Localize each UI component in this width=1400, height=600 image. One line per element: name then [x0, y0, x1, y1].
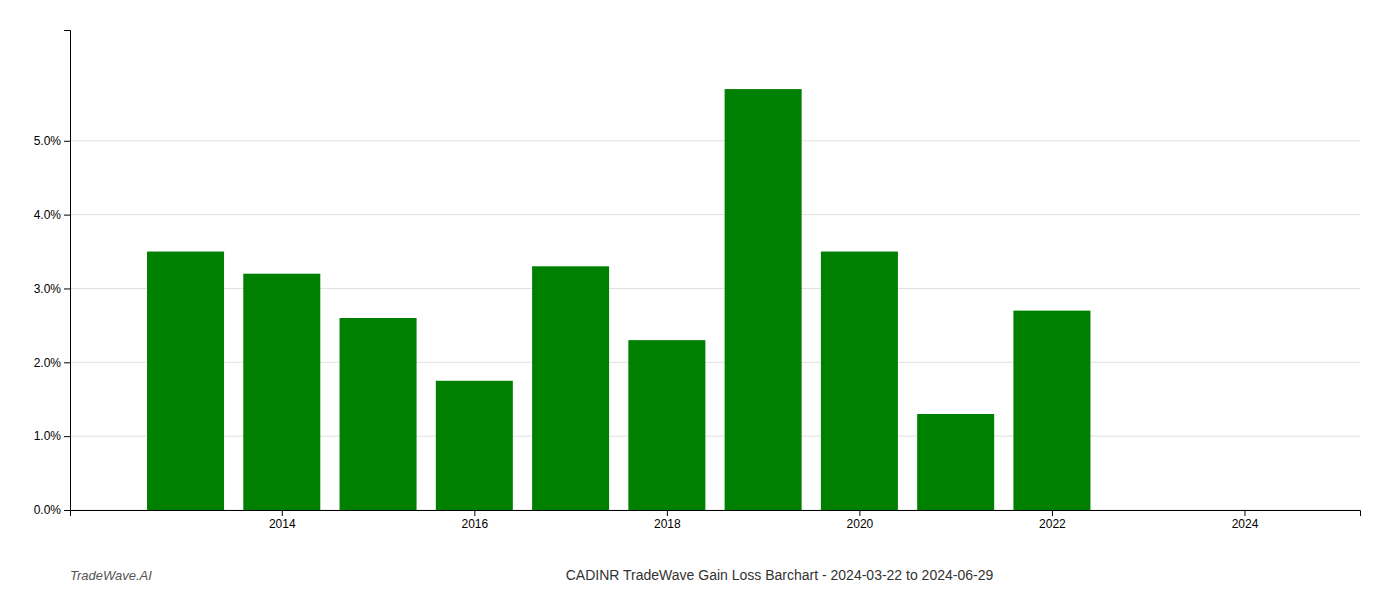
y-tick: 4.0%	[34, 208, 70, 222]
bar	[340, 318, 417, 510]
y-tick-mark	[64, 215, 70, 216]
grid	[70, 141, 1360, 510]
title: CADINR TradeWave Gain Loss Barchart - 20…	[566, 567, 994, 583]
x-tick: 2014	[269, 510, 296, 531]
x-axis-line	[71, 511, 1361, 517]
bar	[917, 414, 994, 510]
bar	[147, 252, 224, 510]
y-tick: 2.0%	[34, 356, 70, 370]
x-tick: 2024	[1232, 510, 1259, 531]
y-tick: 5.0%	[34, 134, 70, 148]
bar	[1013, 311, 1090, 510]
y-tick-label: 4.0%	[34, 208, 62, 222]
bar	[628, 340, 705, 510]
bar	[436, 381, 513, 510]
x-tick-label: 2020	[847, 517, 874, 531]
x-tick: 2022	[1039, 510, 1066, 531]
x-tick-mark	[474, 510, 475, 516]
bar	[1110, 510, 1187, 511]
grid-line	[70, 140, 1360, 141]
x-tick-mark	[667, 510, 668, 516]
x-tick-label: 2016	[461, 517, 488, 531]
x-tick-label: 2022	[1039, 517, 1066, 531]
y-tick: 3.0%	[34, 282, 70, 296]
y-tick-mark	[64, 436, 70, 437]
x-tick-label: 2024	[1232, 517, 1259, 531]
x-axis: 2014 2016 2018 2020 2022 2024	[71, 510, 1361, 531]
y-tick-mark	[64, 510, 70, 511]
bar	[243, 274, 320, 510]
y-tick-mark	[64, 141, 70, 142]
y-tick-label: 5.0%	[34, 134, 62, 148]
x-tick-label: 2018	[654, 517, 681, 531]
y-tick: 1.0%	[34, 429, 70, 443]
x-tick-label: 2014	[269, 517, 296, 531]
y-tick-mark	[64, 288, 70, 289]
annotation: TradeWave.AI	[70, 568, 152, 583]
x-tick-mark	[1244, 510, 1245, 516]
bar	[725, 89, 802, 510]
y-tick-mark	[64, 362, 70, 363]
plot-area	[147, 89, 1090, 510]
y-tick-label: 1.0%	[34, 429, 62, 443]
x-tick: 2016	[461, 510, 488, 531]
y-tick: 0.0%	[34, 503, 70, 517]
y-tick-label: 3.0%	[34, 282, 62, 296]
x-tick: 2018	[654, 510, 681, 531]
x-tick-mark	[1052, 510, 1053, 516]
y-axis-line	[64, 31, 71, 511]
bar	[821, 252, 898, 510]
x-tick-mark	[859, 510, 860, 516]
y-tick-label: 2.0%	[34, 356, 62, 370]
x-tick-mark	[282, 510, 283, 516]
y-axis: 0.0% 1.0% 2.0% 3.0% 4.0% 5.0%	[34, 31, 71, 518]
grid-line	[70, 214, 1360, 215]
x-tick: 2020	[847, 510, 874, 531]
y-tick-label: 0.0%	[34, 503, 62, 517]
bar	[532, 266, 609, 510]
chart: 2014 2016 2018 2020 2022 2024 0.0% 1.0% 2.0% 3.0%…	[0, 0, 1400, 600]
